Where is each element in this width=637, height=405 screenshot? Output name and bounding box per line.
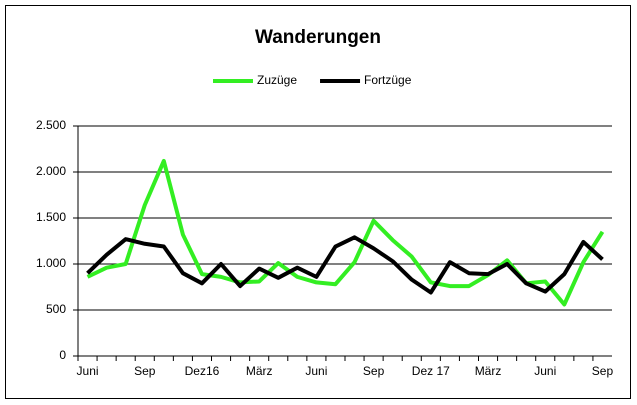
x-tick-label: Sep bbox=[592, 364, 614, 378]
x-tick-label: Juni bbox=[77, 364, 99, 378]
x-tick-label: Juni bbox=[305, 364, 327, 378]
x-tick-label: Sep bbox=[134, 364, 156, 378]
x-tick-label: Sep bbox=[363, 364, 385, 378]
y-tick-label: 0 bbox=[59, 348, 66, 362]
y-tick-label: 1.500 bbox=[36, 210, 66, 224]
y-tick-label: 2.500 bbox=[36, 118, 66, 132]
y-tick-label: 1.000 bbox=[36, 256, 66, 270]
legend-label: Zuzüge bbox=[257, 73, 297, 87]
chart-border bbox=[5, 5, 631, 399]
series-line bbox=[86, 235, 604, 295]
chart-title: Wanderungen bbox=[255, 27, 381, 48]
x-tick-label: Juni bbox=[534, 364, 556, 378]
legend-label: Fortzüge bbox=[364, 73, 412, 87]
x-tick-label: Dez16 bbox=[185, 364, 220, 378]
y-tick-label: 2.000 bbox=[36, 164, 66, 178]
x-tick-label: März bbox=[246, 364, 273, 378]
x-tick-label: Dez 17 bbox=[412, 364, 450, 378]
y-tick-label: 500 bbox=[46, 302, 66, 316]
x-tick-label: März bbox=[475, 364, 502, 378]
